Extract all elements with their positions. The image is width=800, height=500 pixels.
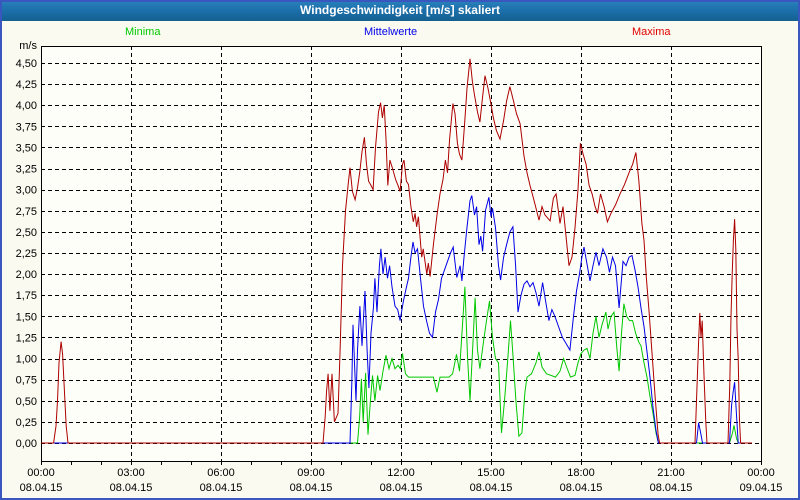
svg-text:08.04.15: 08.04.15 bbox=[560, 482, 603, 494]
svg-text:0,50: 0,50 bbox=[16, 396, 37, 408]
svg-text:2,50: 2,50 bbox=[16, 227, 37, 239]
svg-text:3,75: 3,75 bbox=[16, 121, 37, 133]
svg-text:12:00: 12:00 bbox=[387, 467, 415, 479]
svg-text:08.04.15: 08.04.15 bbox=[110, 482, 153, 494]
svg-text:08.04.15: 08.04.15 bbox=[380, 482, 423, 494]
svg-text:1,00: 1,00 bbox=[16, 354, 37, 366]
svg-text:2,00: 2,00 bbox=[16, 269, 37, 281]
svg-text:00:00: 00:00 bbox=[747, 467, 775, 479]
y-axis-unit-label: m/s bbox=[19, 40, 37, 52]
svg-text:0,25: 0,25 bbox=[16, 417, 37, 429]
window-title: Windgeschwindigkeit [m/s] skaliert bbox=[300, 3, 500, 17]
svg-text:08.04.15: 08.04.15 bbox=[20, 482, 63, 494]
svg-text:4,50: 4,50 bbox=[16, 58, 37, 70]
svg-text:08.04.15: 08.04.15 bbox=[200, 482, 243, 494]
svg-text:1,50: 1,50 bbox=[16, 311, 37, 323]
svg-text:09.04.15: 09.04.15 bbox=[740, 482, 783, 494]
svg-text:3,50: 3,50 bbox=[16, 142, 37, 154]
legend-minima: Minima bbox=[125, 26, 161, 38]
svg-text:08.04.15: 08.04.15 bbox=[650, 482, 693, 494]
svg-text:1,25: 1,25 bbox=[16, 332, 37, 344]
svg-text:4,00: 4,00 bbox=[16, 100, 37, 112]
svg-text:4,25: 4,25 bbox=[16, 79, 37, 91]
svg-text:2,25: 2,25 bbox=[16, 248, 37, 260]
svg-text:06:00: 06:00 bbox=[207, 467, 235, 479]
svg-text:00:00: 00:00 bbox=[27, 467, 55, 479]
legend-maxima: Maxima bbox=[632, 26, 671, 38]
svg-text:0,75: 0,75 bbox=[16, 375, 37, 387]
legend-mittelwerte: Mittelwerte bbox=[364, 26, 418, 38]
svg-text:2,75: 2,75 bbox=[16, 206, 37, 218]
svg-text:1,75: 1,75 bbox=[16, 290, 37, 302]
svg-text:3,00: 3,00 bbox=[16, 185, 37, 197]
svg-text:08.04.15: 08.04.15 bbox=[470, 482, 513, 494]
svg-text:18:00: 18:00 bbox=[567, 467, 595, 479]
svg-text:15:00: 15:00 bbox=[477, 467, 505, 479]
window-titlebar: Windgeschwindigkeit [m/s] skaliert bbox=[0, 0, 800, 21]
svg-text:03:00: 03:00 bbox=[117, 467, 145, 479]
svg-text:0,00: 0,00 bbox=[16, 438, 37, 450]
svg-text:09:00: 09:00 bbox=[297, 467, 325, 479]
svg-text:08.04.15: 08.04.15 bbox=[290, 482, 333, 494]
svg-text:3,25: 3,25 bbox=[16, 164, 37, 176]
svg-text:21:00: 21:00 bbox=[657, 467, 685, 479]
